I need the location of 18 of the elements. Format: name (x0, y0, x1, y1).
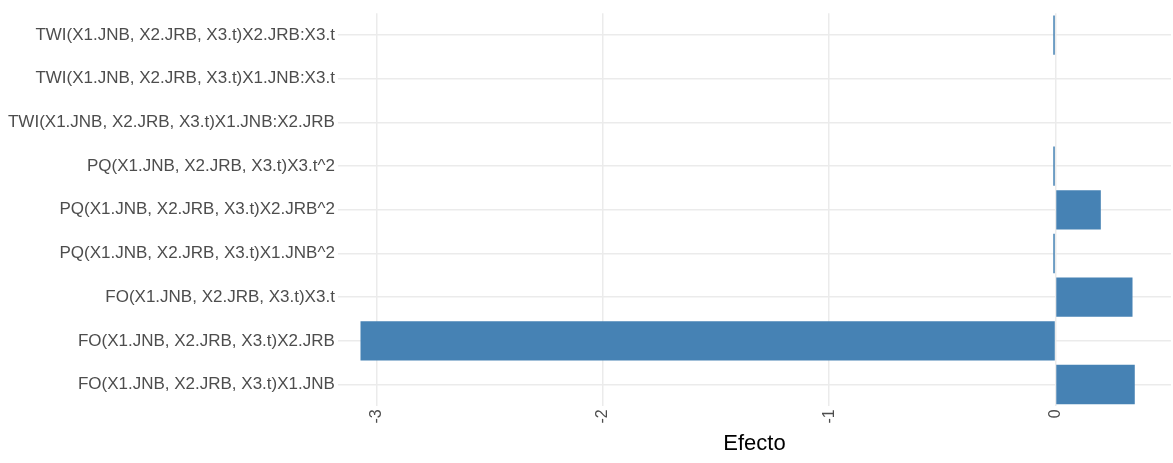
bar (1056, 277, 1133, 317)
bar (1056, 190, 1101, 230)
bar (1056, 364, 1135, 405)
y-tick-label: PQ(X1.JNB, X2.JRB, X3.t)X3.t^2 (86, 155, 335, 175)
y-tick-label: PQ(X1.JNB, X2.JRB, X3.t)X2.JRB^2 (59, 199, 335, 219)
x-axis-title: Efecto (723, 429, 786, 455)
x-tick-label: -2 (593, 409, 611, 424)
y-tick-label: TWI(X1.JNB, X2.JRB, X3.t)X2.JRB:X3.t (35, 24, 336, 44)
x-tick-label: -1 (819, 409, 837, 424)
x-tick-label: 0 (1045, 409, 1063, 419)
y-tick-label: FO(X1.JNB, X2.JRB, X3.t)X3.t (105, 286, 336, 306)
x-tick-label: -3 (366, 409, 384, 424)
y-tick-label: TWI(X1.JNB, X2.JRB, X3.t)X1.JNB:X2.JRB (7, 112, 335, 132)
bar (360, 321, 1055, 361)
y-tick-label: FO(X1.JNB, X2.JRB, X3.t)X2.JRB (77, 330, 335, 350)
y-tick-label: TWI(X1.JNB, X2.JRB, X3.t)X1.JNB:X3.t (35, 68, 336, 88)
y-tick-label: PQ(X1.JNB, X2.JRB, X3.t)X1.JNB^2 (59, 243, 335, 263)
y-tick-label: FO(X1.JNB, X2.JRB, X3.t)X1.JNB (77, 374, 335, 394)
